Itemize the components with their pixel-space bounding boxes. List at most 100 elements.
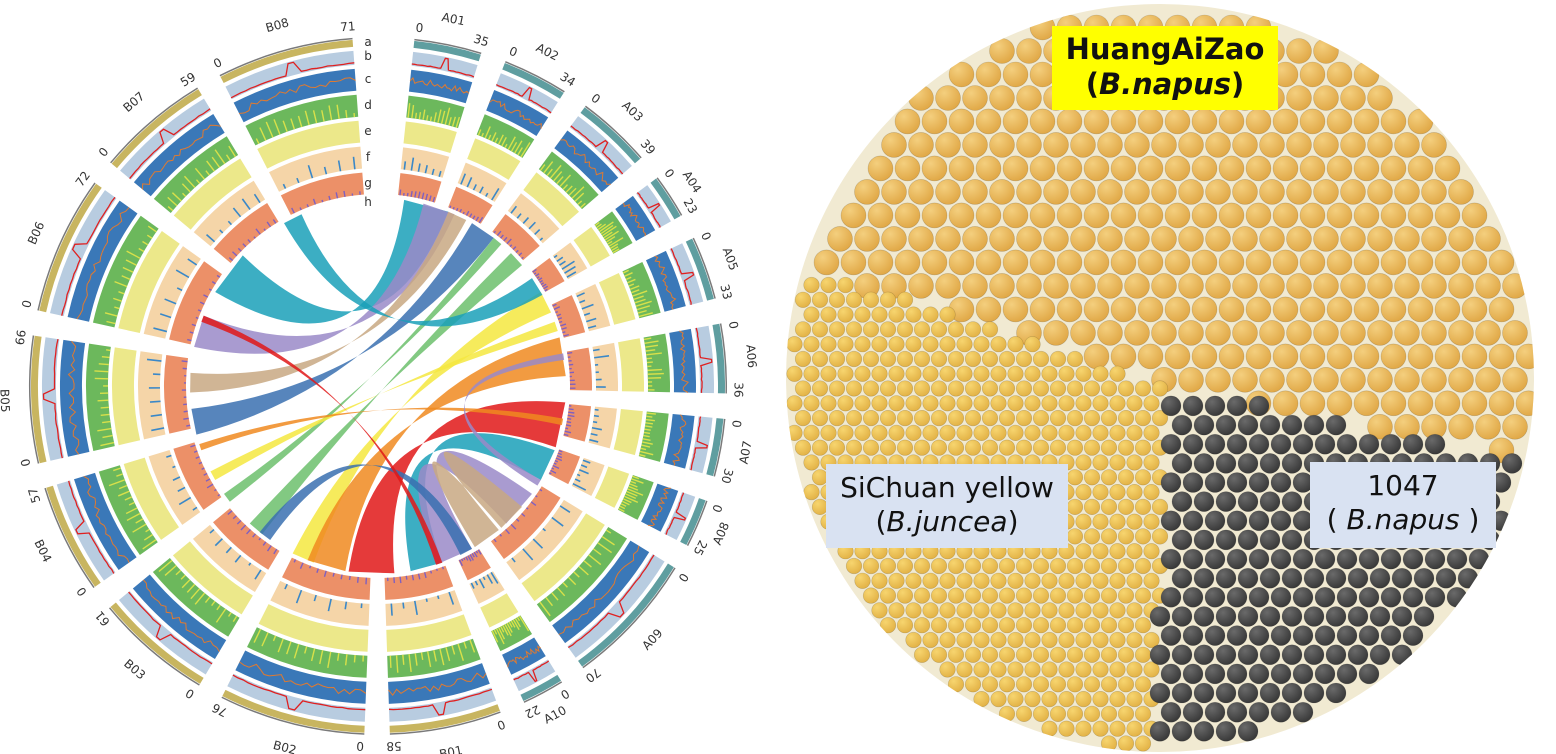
seed: [1117, 380, 1135, 397]
hist-bar: [641, 441, 653, 445]
hist-bar: [469, 213, 473, 218]
seed: [1041, 424, 1058, 442]
seed: [1015, 439, 1033, 456]
track-ring_b: [569, 116, 632, 176]
hist-bar: [646, 357, 652, 360]
track-ring_b: [688, 416, 713, 474]
hist-bar: [553, 171, 563, 182]
hist-bar: [335, 192, 339, 199]
hist-bar: [452, 206, 455, 210]
karyotype-band: [222, 689, 365, 733]
track-ring_b: [495, 73, 558, 114]
seed: [1421, 320, 1447, 346]
seed: [1232, 226, 1258, 252]
hist-bar: [485, 192, 489, 197]
hist-bar: [552, 303, 557, 307]
hist-bar: [206, 234, 216, 243]
seed: [1237, 606, 1259, 627]
hist-bar: [634, 298, 646, 304]
hist-bar: [132, 523, 147, 533]
hist-bar: [295, 589, 303, 604]
seed: [1134, 587, 1152, 604]
hist-bar: [261, 632, 269, 647]
track-ring_d: [622, 261, 661, 319]
seed: [1314, 625, 1336, 646]
hist-bar: [467, 555, 472, 562]
karyotype-band: [30, 335, 47, 464]
seed: [1204, 586, 1226, 608]
seed: [888, 572, 905, 589]
seed: [1182, 701, 1204, 723]
track-ring_b: [42, 337, 65, 461]
seed: [913, 410, 931, 427]
seed: [1056, 249, 1083, 276]
hist-bar: [526, 507, 529, 510]
ring-letter: e: [364, 124, 371, 138]
seed: [1016, 132, 1042, 158]
hist-bar: [307, 165, 314, 179]
hist-bar: [558, 449, 563, 453]
seed: [1100, 646, 1118, 663]
seed: [1314, 548, 1336, 570]
hist-bar: [545, 597, 554, 607]
seed: [975, 108, 1002, 135]
seed: [1245, 296, 1272, 323]
track-ring_c: [645, 250, 686, 312]
seed: [1259, 414, 1281, 436]
seed: [1215, 529, 1237, 551]
chrom-start-label: 0: [495, 717, 507, 733]
seed: [1281, 453, 1303, 474]
seed: [1272, 390, 1299, 417]
seed: [888, 365, 905, 382]
seed: [894, 249, 921, 276]
hist-bar: [121, 275, 131, 280]
seed: [1083, 705, 1101, 723]
hist-bar: [204, 596, 211, 603]
hist-bar: [97, 427, 112, 432]
gene-line: [83, 475, 130, 563]
hist-bar: [632, 290, 648, 297]
seed: [1226, 472, 1248, 493]
density-line: [636, 192, 661, 228]
seed: [1272, 108, 1299, 135]
seed: [1075, 395, 1092, 412]
hist-bar: [411, 574, 415, 581]
track-ring_e: [598, 273, 636, 325]
hist-bar: [640, 447, 647, 451]
seed: [840, 249, 867, 276]
hist-bar: [491, 188, 500, 201]
hist-bar: [576, 292, 585, 298]
seed: [1347, 567, 1369, 589]
track-ring_d: [98, 465, 158, 555]
hist-bar: [272, 219, 277, 224]
seed: [1488, 296, 1515, 323]
hist-bar: [557, 452, 562, 456]
gene-line: [507, 645, 541, 668]
hist-bar: [437, 109, 442, 123]
seed: [1407, 249, 1434, 276]
hist-bar: [562, 582, 568, 588]
seed: [1049, 705, 1067, 723]
seed: [786, 424, 803, 442]
hist-bar: [477, 129, 482, 136]
seed: [930, 557, 948, 575]
seed: [1100, 469, 1118, 486]
seed: [1164, 249, 1191, 276]
seed: [1299, 155, 1326, 182]
seed: [956, 395, 973, 412]
seed: [1016, 226, 1042, 252]
hist-bar: [321, 199, 324, 203]
seed: [1109, 395, 1126, 412]
seed: [1226, 395, 1248, 417]
seed: [930, 617, 948, 634]
seed: [1367, 179, 1393, 205]
hist-bar: [344, 601, 348, 610]
chrom-end-label: 66: [13, 329, 29, 346]
track-ring_b: [225, 50, 355, 100]
seed: [1407, 202, 1434, 229]
gene-line: [76, 207, 130, 320]
hist-bar: [493, 629, 498, 635]
seed: [1245, 155, 1272, 182]
seed: [1407, 155, 1434, 182]
